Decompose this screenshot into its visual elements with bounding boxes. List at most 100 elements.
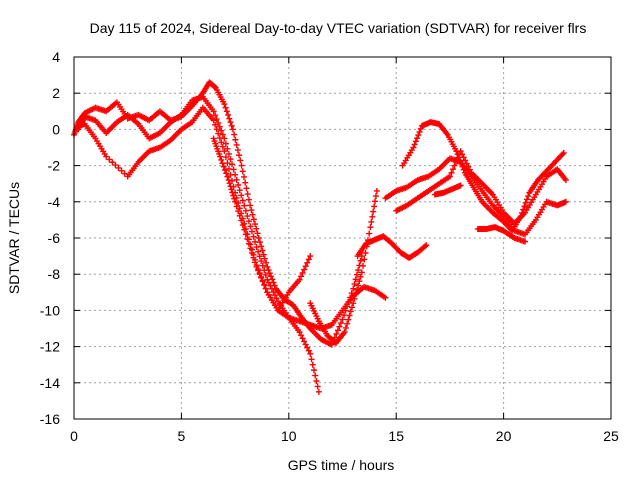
data-point-interp xyxy=(223,108,230,115)
y-tick-label: 0 xyxy=(52,121,60,137)
data-point-interp xyxy=(353,286,360,293)
data-point-interp xyxy=(417,125,424,132)
data-point-interp xyxy=(312,372,319,379)
data-point-interp xyxy=(228,122,235,129)
data-point-interp xyxy=(259,247,266,254)
data-point-interp xyxy=(245,196,252,203)
data-point xyxy=(103,153,110,160)
data-point-interp xyxy=(371,203,378,210)
data-point-interp xyxy=(238,217,245,224)
data-point xyxy=(315,388,322,395)
data-point xyxy=(410,144,417,151)
data-point-interp xyxy=(255,248,262,255)
data-point-interp xyxy=(266,270,273,277)
data-point-interp xyxy=(559,151,566,158)
data-point-interp xyxy=(121,170,128,177)
data-point-interp xyxy=(455,154,462,161)
data-point-interp xyxy=(454,151,461,158)
data-point-interp xyxy=(259,278,266,285)
data-point-interp xyxy=(218,156,225,163)
data-point-interp xyxy=(262,271,269,278)
x-tick-label: 15 xyxy=(388,428,404,444)
data-point xyxy=(522,238,529,245)
data-point-interp xyxy=(260,251,267,258)
data-point xyxy=(350,285,357,292)
data-point-interp xyxy=(422,243,429,250)
data-point-interp xyxy=(239,197,246,204)
data-point-interp xyxy=(305,347,312,354)
data-point-interp xyxy=(259,262,266,269)
data-point-interp xyxy=(369,213,376,220)
data-point-interp xyxy=(342,324,349,331)
data-point-interp xyxy=(109,159,116,166)
data-point-interp xyxy=(363,243,370,250)
x-tick-label: 25 xyxy=(603,428,619,444)
data-point-interp xyxy=(301,266,308,273)
data-point-interp xyxy=(366,230,373,237)
data-point xyxy=(229,126,236,133)
data-point-interp xyxy=(352,276,359,283)
data-point xyxy=(253,244,260,251)
data-point-interp xyxy=(301,338,308,345)
data-point xyxy=(264,276,271,283)
data-point-interp xyxy=(253,225,260,232)
y-tick-label: -8 xyxy=(48,266,61,282)
data-point-interp xyxy=(361,256,368,263)
data-point-interp xyxy=(248,207,255,214)
data-point-interp xyxy=(245,240,252,247)
data-point xyxy=(453,148,460,155)
data-point-interp xyxy=(222,104,229,111)
data-point-interp xyxy=(256,271,263,278)
data-point-interp xyxy=(299,335,306,342)
data-point-interp xyxy=(225,165,232,172)
data-point-interp xyxy=(304,344,311,351)
data-point-interp xyxy=(234,147,241,154)
data-point-interp xyxy=(227,171,234,178)
data-point xyxy=(382,294,389,301)
data-point-interp xyxy=(225,111,232,118)
data-point-interp xyxy=(364,237,371,244)
data-point-interp xyxy=(314,383,321,390)
y-tick-label: -4 xyxy=(48,194,61,210)
data-point-interp xyxy=(255,267,262,274)
data-point-interp xyxy=(520,206,527,213)
data-point-interp xyxy=(463,160,470,167)
data-point xyxy=(225,177,232,184)
data-point-interp xyxy=(247,245,254,252)
data-point-interp xyxy=(222,154,229,161)
data-point-interp xyxy=(252,238,259,245)
data-point-interp xyxy=(219,131,226,138)
data-point-interp xyxy=(362,249,369,256)
y-tick-label: -16 xyxy=(40,411,60,427)
plot-frame xyxy=(73,56,612,420)
data-point xyxy=(255,235,262,241)
x-tick-label: 20 xyxy=(496,428,512,444)
data-point-interp xyxy=(244,213,251,220)
data-point-interp xyxy=(262,285,269,292)
data-point-interp xyxy=(349,304,356,311)
data-point-interp xyxy=(219,143,226,150)
data-point-interp xyxy=(218,127,225,134)
data-point-interp xyxy=(346,312,353,319)
data-point-interp xyxy=(235,200,242,207)
data-point-interp xyxy=(302,263,309,270)
data-point-interp xyxy=(523,196,530,203)
data-point-interp xyxy=(412,138,419,145)
data-point-interp xyxy=(215,130,222,137)
data-point-interp xyxy=(229,161,236,168)
series-track-6 xyxy=(393,148,569,227)
data-point-interp xyxy=(313,377,320,384)
data-point-interp xyxy=(211,83,218,90)
data-point-interp xyxy=(268,285,275,292)
data-point-interp xyxy=(273,295,280,302)
data-point-interp xyxy=(225,150,232,157)
data-point xyxy=(238,162,245,169)
data-point-interp xyxy=(525,193,532,200)
data-point-interp xyxy=(357,273,364,280)
data-point-interp xyxy=(268,273,275,280)
data-point xyxy=(560,149,567,156)
data-point-interp xyxy=(258,258,265,265)
y-tick-label: -2 xyxy=(48,158,61,174)
data-point-interp xyxy=(360,262,367,269)
data-point xyxy=(423,242,430,249)
